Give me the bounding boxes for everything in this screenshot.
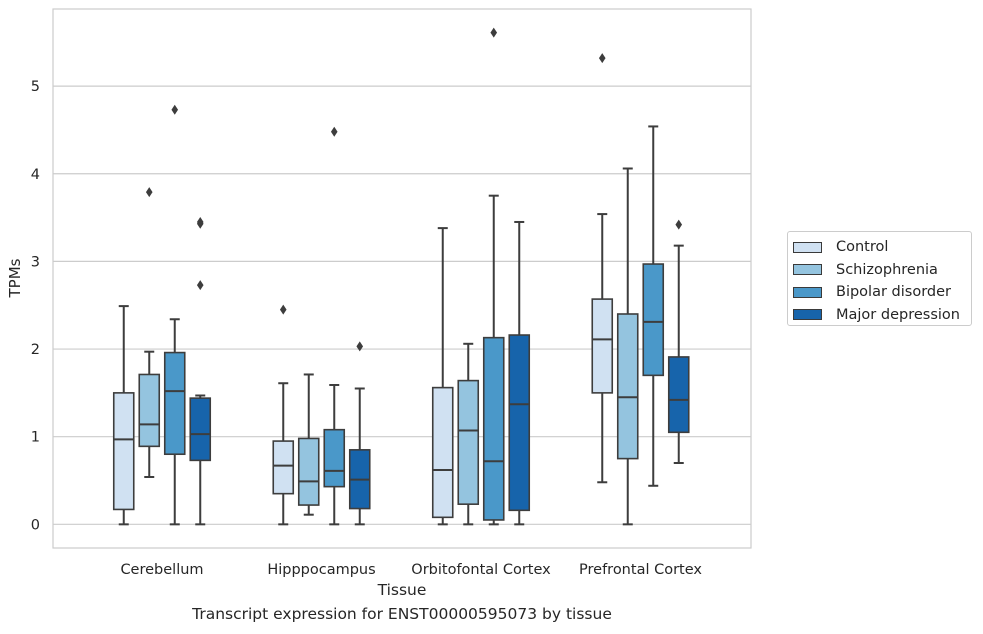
y-tick-label: 5 — [31, 79, 40, 95]
legend-swatch-control — [793, 241, 822, 253]
x-tick-label: Prefrontal Cortex — [579, 562, 702, 578]
series-bipolar-disorder — [163, 27, 665, 526]
series-major-depression — [189, 216, 690, 526]
legend: Control Schizophrenia Bipolar disorder M… — [787, 231, 972, 326]
x-tick-label: Cerebellum — [120, 562, 203, 578]
outlier-marker — [675, 219, 683, 230]
iqr-box — [482, 336, 505, 521]
legend-item-control: Control — [793, 236, 971, 259]
y-tick-label: 4 — [31, 167, 40, 183]
iqr-box — [189, 397, 212, 462]
box-schizophrenia-prefrontal-cortex — [616, 167, 639, 526]
iqr-box — [272, 440, 295, 495]
iqr-box — [457, 379, 480, 505]
legend-item-major-depression: Major depression — [793, 304, 971, 327]
box-bipolar-disorder-prefrontal-cortex — [642, 125, 665, 487]
box-bipolar-disorder-hipppocampus — [323, 126, 346, 526]
x-axis-ticks: Cerebellum Hipppocampus Orbitofontal Corte… — [120, 562, 702, 578]
iqr-box — [297, 437, 320, 506]
legend-swatch-schizophrenia — [793, 264, 822, 276]
outlier-marker — [279, 304, 287, 315]
legend-item-schizophrenia: Schizophrenia — [793, 259, 971, 282]
legend-item-bipolar-disorder: Bipolar disorder — [793, 281, 971, 304]
iqr-box — [138, 373, 161, 448]
series-schizophrenia — [138, 167, 639, 526]
box-major-depression-hipppocampus — [348, 341, 371, 526]
y-axis-label: TPMs — [6, 258, 24, 298]
plot-area-frame — [52, 8, 752, 549]
box-major-depression-orbitofontal-cortex — [508, 220, 531, 526]
iqr-box — [508, 334, 531, 512]
iqr-box — [163, 351, 186, 456]
box-major-depression-prefrontal-cortex — [667, 219, 690, 464]
legend-swatch-major-depression — [793, 309, 822, 321]
box-schizophrenia-hipppocampus — [297, 373, 320, 516]
x-axis-label: Tissue — [377, 581, 427, 599]
iqr-box — [616, 313, 639, 460]
legend-label-bipolar-disorder: Bipolar disorder — [836, 284, 951, 301]
outlier-marker — [490, 27, 498, 38]
box-control-hipppocampus — [272, 304, 295, 526]
legend-swatch-bipolar-disorder — [793, 286, 822, 298]
box-control-orbitofontal-cortex — [431, 227, 454, 526]
iqr-box — [642, 263, 665, 377]
figure-caption: Transcript expression for ENST0000059507… — [192, 605, 612, 623]
box-schizophrenia-orbitofontal-cortex — [457, 342, 480, 526]
series-control — [112, 53, 614, 526]
y-axis-ticks: 0 1 2 3 4 5 — [31, 79, 40, 533]
box-control-cerebellum — [112, 305, 135, 526]
box-plot-series — [112, 27, 690, 526]
iqr-box — [112, 392, 135, 511]
outlier-marker — [196, 280, 204, 291]
outlier-marker — [171, 104, 179, 115]
iqr-box — [431, 386, 454, 519]
legend-label-schizophrenia: Schizophrenia — [836, 261, 938, 278]
legend-label-control: Control — [836, 239, 889, 256]
box-control-prefrontal-cortex — [591, 53, 614, 484]
outlier-marker — [356, 341, 364, 352]
y-tick-label: 1 — [31, 430, 40, 446]
box-bipolar-disorder-cerebellum — [163, 104, 186, 526]
y-tick-label: 0 — [31, 517, 40, 533]
y-tick-label: 3 — [31, 254, 40, 270]
x-tick-label: Orbitofontal Cortex — [411, 562, 551, 578]
x-tick-label: Hipppocampus — [267, 562, 375, 578]
iqr-box — [591, 298, 614, 394]
iqr-box — [323, 428, 346, 488]
outlier-marker — [330, 126, 338, 137]
box-bipolar-disorder-orbitofontal-cortex — [482, 27, 505, 526]
box-schizophrenia-cerebellum — [138, 187, 161, 479]
box-major-depression-cerebellum — [189, 216, 212, 526]
y-tick-label: 2 — [31, 342, 40, 358]
outlier-marker — [598, 53, 606, 64]
legend-label-major-depression: Major depression — [836, 306, 960, 323]
outlier-marker — [196, 216, 204, 227]
outlier-marker — [145, 187, 153, 198]
iqr-box — [667, 356, 690, 434]
